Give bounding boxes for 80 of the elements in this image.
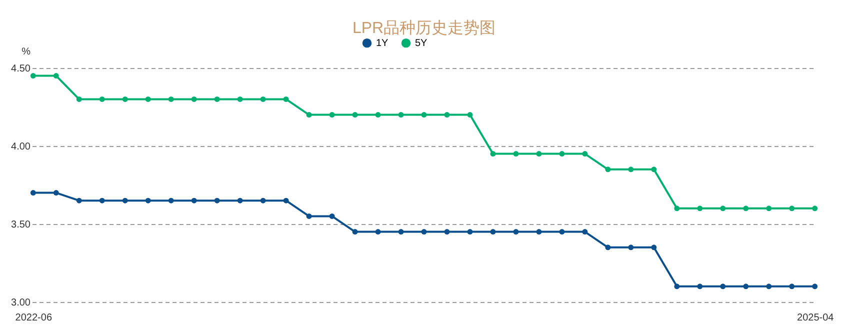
point (812, 284, 818, 290)
point (789, 206, 795, 212)
x-tick-label: 2022-06 (15, 312, 52, 324)
legend-label: 5Y (415, 38, 428, 50)
point (766, 206, 772, 212)
point (628, 244, 634, 250)
point (168, 96, 174, 102)
point (53, 190, 59, 196)
chart-title: LPR品种历史走势图 (352, 19, 496, 37)
point (76, 198, 82, 204)
point (651, 166, 657, 172)
point (122, 96, 128, 102)
point (421, 229, 427, 235)
point (329, 213, 335, 219)
point (260, 198, 266, 204)
point (559, 229, 565, 235)
point (674, 284, 680, 290)
point (306, 213, 312, 219)
point (536, 151, 542, 157)
point (812, 206, 818, 212)
point (766, 284, 772, 290)
point (582, 229, 588, 235)
point (559, 151, 565, 157)
point (214, 96, 220, 102)
point (283, 198, 289, 204)
y-tick-label: 3.00 (11, 298, 31, 308)
point (168, 198, 174, 204)
point (743, 206, 749, 212)
point (444, 229, 450, 235)
y-tick-label: 4.50 (11, 64, 31, 74)
point (237, 96, 243, 102)
point (536, 229, 542, 235)
point (720, 284, 726, 290)
point (237, 198, 243, 204)
point (628, 166, 634, 172)
point (467, 229, 473, 235)
x-tick-label: 2025-04 (797, 312, 834, 324)
point (421, 112, 427, 118)
point (605, 244, 611, 250)
point (743, 284, 749, 290)
point (513, 229, 519, 235)
point (720, 206, 726, 212)
point (191, 96, 197, 102)
point (329, 112, 335, 118)
point (467, 112, 473, 118)
point (53, 73, 59, 79)
point (122, 198, 128, 204)
point (283, 96, 289, 102)
point (582, 151, 588, 157)
point (145, 96, 151, 102)
point (145, 198, 151, 204)
point (490, 151, 496, 157)
point (352, 112, 358, 118)
y-tick-label: 4.00 (11, 142, 31, 152)
point (30, 73, 36, 79)
point (651, 244, 657, 250)
legend-label: 1Y (376, 38, 389, 50)
point (306, 112, 312, 118)
point (191, 198, 197, 204)
point (697, 284, 703, 290)
y-tick-label: 3.50 (11, 220, 31, 230)
point (398, 229, 404, 235)
point (99, 198, 105, 204)
point (30, 190, 36, 196)
point (352, 229, 358, 235)
point (99, 96, 105, 102)
point (260, 96, 266, 102)
point (789, 284, 795, 290)
point (76, 96, 82, 102)
point (697, 206, 703, 212)
point (398, 112, 404, 118)
y-axis-title: % (22, 46, 31, 58)
point (444, 112, 450, 118)
point (375, 229, 381, 235)
point (490, 229, 496, 235)
point (674, 206, 680, 212)
point (375, 112, 381, 118)
point (513, 151, 519, 157)
point (605, 166, 611, 172)
point (214, 198, 220, 204)
